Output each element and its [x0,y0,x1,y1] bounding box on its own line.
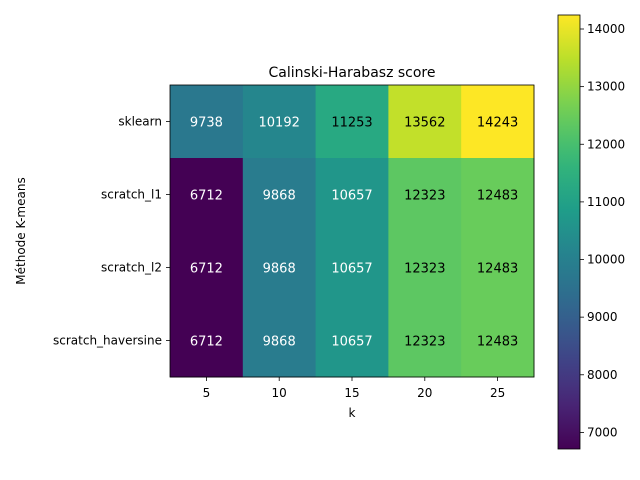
x-tick-label: 25 [490,386,505,400]
heatmap-cell [170,158,244,232]
heatmap-cell [170,231,244,305]
y-axis: sklearn scratch_l1 scratch_l2 scratch_haver… [53,115,170,348]
cell-value-label: 12323 [404,262,445,277]
x-tick-label: 20 [417,386,432,400]
heatmap-cell [242,231,317,305]
colorbar: 7000 8000 9000 10000 11000 12000 13000 14000 [557,14,625,450]
heatmap-cells [170,85,535,378]
heatmap-cell [170,304,244,378]
cell-value-label: 12323 [404,189,445,204]
cell-value-label: 13562 [404,116,445,131]
colorbar-gradient [558,15,580,449]
heatmap-cell [461,231,535,305]
heatmap-cell [461,304,535,378]
colorbar-frame [557,14,581,450]
heatmap-cell [315,231,389,305]
heatmap-cell [388,304,462,378]
cell-value-label: 12483 [477,262,518,277]
cell-value-label: 10192 [259,116,300,131]
heatmap-cell [242,304,317,378]
cell-value-label: 14243 [477,116,518,131]
heatmap-cell [388,85,462,159]
heatmap-cell [315,158,389,232]
heatmap-cell [315,85,389,159]
heatmap-cell [388,158,462,232]
y-tick-label: sklearn [118,115,162,129]
y-tick-label: scratch_haversine [53,334,162,348]
colorbar-tick-label: 7000 [587,425,618,439]
x-tick-label: 5 [203,386,211,400]
cell-value-label: 6712 [190,262,223,277]
colorbar-tick-label: 12000 [587,137,625,151]
y-axis-label: Méthode K-means [14,177,28,284]
cell-value-label: 10657 [331,262,372,277]
heatmap-cell-labels: 9738 10192 11253 13562 14243 6712 9868 10657 123… [190,116,518,350]
heatmap-cell [388,231,462,305]
cell-value-label: 9868 [263,262,296,277]
colorbar-tick-label: 10000 [587,253,625,267]
y-tick-label: scratch_l1 [101,188,162,202]
colorbar-tick-label: 8000 [587,368,618,382]
colorbar-ticks: 7000 8000 9000 10000 11000 12000 13000 14000 [580,22,625,439]
heatmap-cell [242,158,317,232]
cell-value-label: 9738 [190,116,223,131]
heatmap-cell [315,304,389,378]
chart-title: Calinski-Harabasz score [269,65,436,81]
cell-value-label: 12323 [404,335,445,350]
heatmap-cell [242,85,317,159]
x-axis-label: k [349,406,356,420]
colorbar-tick-label: 11000 [587,195,625,209]
cell-value-label: 12483 [477,335,518,350]
colorbar-tick-label: 14000 [587,22,625,36]
cell-value-label: 11253 [331,116,372,131]
cell-value-label: 6712 [190,335,223,350]
cell-value-label: 9868 [263,189,296,204]
cell-value-label: 6712 [190,189,223,204]
x-axis: 5 10 15 20 25 [203,377,505,400]
colorbar-tick-label: 13000 [587,80,625,94]
cell-value-label: 9868 [263,335,296,350]
cell-value-label: 12483 [477,189,518,204]
x-tick-label: 15 [344,386,359,400]
heatmap-cell [461,85,535,159]
heatmap-cell [461,158,535,232]
colorbar-tick-label: 9000 [587,310,618,324]
cell-value-label: 10657 [331,335,372,350]
cell-value-label: 10657 [331,189,372,204]
y-tick-label: scratch_l2 [101,261,162,275]
x-tick-label: 10 [272,386,287,400]
heatmap-cell [170,85,244,159]
